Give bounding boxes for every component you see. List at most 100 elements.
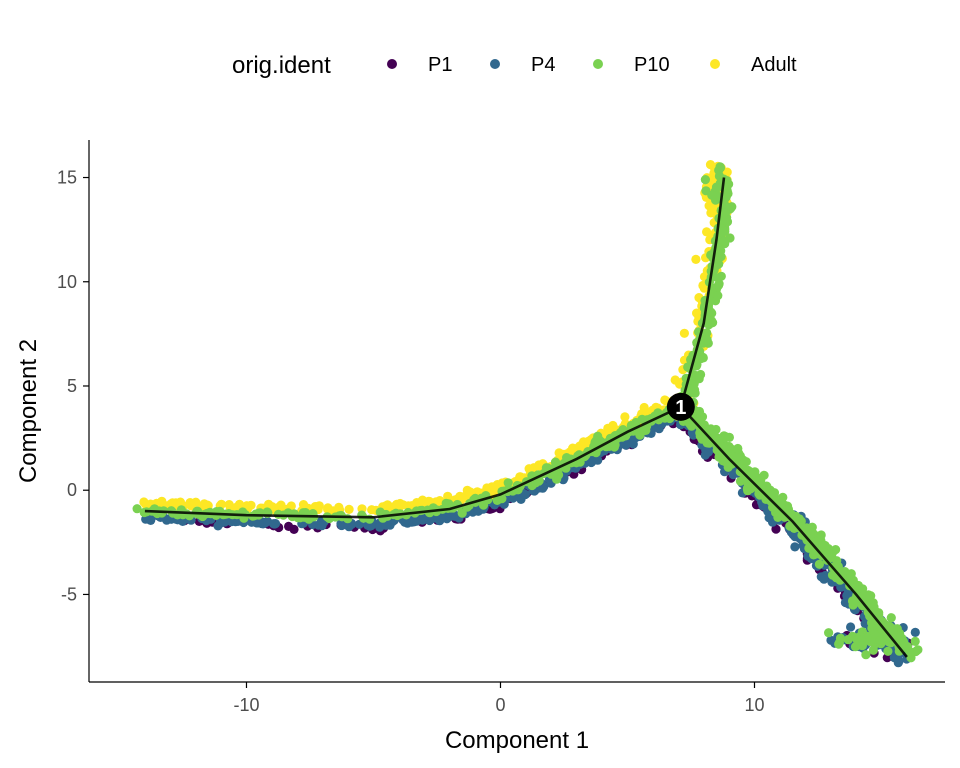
legend-label-p10: P10 <box>634 54 670 76</box>
y-tick-label: -5 <box>61 584 77 604</box>
point-p10 <box>743 486 753 496</box>
point-p10 <box>713 253 723 264</box>
y-tick-label: 0 <box>67 480 77 500</box>
point-adult <box>443 491 453 501</box>
point-adult <box>554 448 564 458</box>
legend-title: orig.ident <box>232 52 331 79</box>
point-p10 <box>687 384 698 394</box>
point-p10 <box>769 490 779 500</box>
point-adult <box>323 504 333 514</box>
point-p10 <box>714 165 724 175</box>
point-adult <box>417 495 428 505</box>
point-p10 <box>857 641 868 651</box>
point-p10 <box>824 628 834 638</box>
point-adult <box>692 308 702 318</box>
point-p10 <box>759 470 769 480</box>
point-p10 <box>832 556 842 566</box>
point-p4 <box>826 635 836 645</box>
branch-point-marker <box>666 392 695 421</box>
point-p10 <box>862 633 872 643</box>
y-axis-title: Component 2 <box>15 339 42 483</box>
points-layer <box>132 160 923 668</box>
point-p10 <box>132 504 142 514</box>
point-p10 <box>717 227 728 237</box>
point-adult <box>722 167 732 177</box>
axes: -10 0 10 15 10 5 0 -5 <box>57 140 945 715</box>
point-p10 <box>861 650 871 660</box>
point-p10 <box>875 635 885 646</box>
point-p10 <box>732 452 743 462</box>
point-p10 <box>704 320 714 330</box>
point-p10 <box>552 474 562 484</box>
point-p10 <box>713 435 723 445</box>
point-p10 <box>196 510 206 520</box>
point-p4 <box>790 532 800 542</box>
branch-layer: 1 <box>666 392 695 421</box>
trajectory-segment-3 <box>679 405 908 658</box>
point-p10 <box>691 361 702 371</box>
point-adult <box>167 498 178 508</box>
point-p4 <box>436 513 446 524</box>
point-p10 <box>721 432 731 442</box>
point-adult <box>660 395 670 405</box>
legend-label-adult: Adult <box>751 54 797 76</box>
trajectory-layer <box>144 177 908 658</box>
point-p10 <box>713 291 723 301</box>
point-p4 <box>764 513 774 523</box>
point-adult <box>392 501 402 511</box>
point-adult <box>458 493 468 503</box>
point-p4 <box>411 515 421 525</box>
point-p10 <box>503 478 513 488</box>
legend: orig.ident P1 P4 P10 Adult <box>232 52 797 79</box>
point-p10 <box>808 528 818 539</box>
point-adult <box>620 412 630 422</box>
point-p10 <box>343 514 353 524</box>
point-p10 <box>610 440 620 450</box>
point-adult <box>489 482 499 492</box>
point-p10 <box>814 559 825 569</box>
x-tick-label: 10 <box>744 695 764 715</box>
point-p1 <box>284 521 294 532</box>
y-tick-label: 5 <box>67 376 77 396</box>
x-tick-label: 0 <box>495 695 505 715</box>
point-p4 <box>418 513 428 523</box>
point-adult <box>367 505 377 515</box>
legend-key-p4 <box>490 59 500 69</box>
point-p10 <box>783 504 794 514</box>
point-p4 <box>819 574 829 584</box>
point-adult <box>344 504 354 514</box>
point-p10 <box>693 372 703 382</box>
point-p4 <box>317 521 327 531</box>
point-p10 <box>746 467 756 477</box>
point-p10 <box>733 443 743 454</box>
legend-label-p4: P4 <box>531 54 555 76</box>
point-p10 <box>716 271 726 281</box>
point-p4 <box>893 658 903 668</box>
point-p10 <box>820 540 830 551</box>
point-adult <box>334 502 344 512</box>
point-adult <box>679 328 690 338</box>
point-p4 <box>628 439 638 449</box>
point-p10 <box>702 335 712 345</box>
point-p10 <box>883 646 893 656</box>
point-p1 <box>771 524 781 534</box>
point-p4 <box>508 493 518 503</box>
point-adult <box>691 254 701 264</box>
point-p10 <box>719 208 729 218</box>
point-p10 <box>707 190 717 200</box>
point-p10 <box>843 635 853 645</box>
point-adult <box>524 464 534 474</box>
point-p10 <box>700 175 711 185</box>
branch-point-label: 1 <box>675 397 686 419</box>
point-p10 <box>835 633 846 643</box>
point-p10 <box>706 307 716 317</box>
point-p10 <box>791 511 801 521</box>
x-tick-label: -10 <box>233 695 259 715</box>
legend-key-adult <box>710 59 720 69</box>
trajectory-segment-1 <box>144 405 682 519</box>
point-p10 <box>866 591 876 601</box>
point-p10 <box>846 569 856 579</box>
point-p10 <box>457 508 467 518</box>
point-adult <box>381 501 391 511</box>
